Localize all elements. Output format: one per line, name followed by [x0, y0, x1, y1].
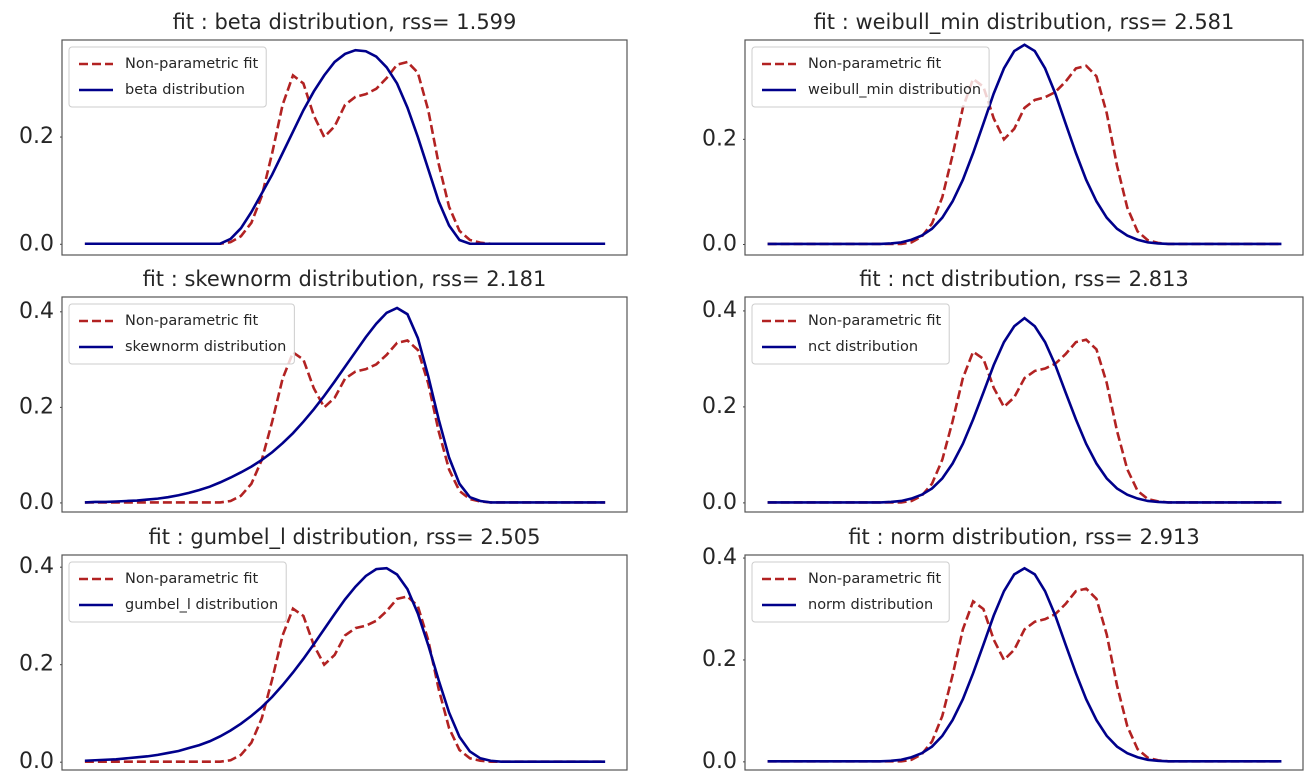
y-tick-label: 0.0 — [19, 749, 54, 774]
legend: Non-parametric fit skewnorm distribution — [68, 303, 295, 365]
series-line — [767, 316, 1282, 504]
legend-label: Non-parametric fit — [808, 571, 942, 587]
legend-label: weibull_min distribution — [808, 82, 981, 98]
legend-label: norm distribution — [808, 597, 933, 613]
axes-frame — [61, 296, 628, 513]
y-tick-label: 0.2 — [19, 652, 54, 677]
chart-title: fit : beta distribution, rss= 1.599 — [173, 10, 517, 34]
legend: Non-parametric fit weibull_min distributi… — [751, 46, 990, 108]
y-tick-label: 0.4 — [702, 545, 737, 570]
y-tick-label: 0.0 — [19, 231, 54, 256]
y-tick-label: 0.0 — [19, 490, 54, 515]
legend: Non-parametric fit gumbel_l distribution — [68, 561, 287, 623]
legend-label: skewnorm distribution — [125, 339, 286, 355]
legend-box — [751, 303, 950, 365]
legend-box — [68, 561, 287, 623]
legend: Non-parametric fit norm distribution — [751, 561, 950, 623]
y-tick-label: 0.4 — [702, 298, 737, 323]
legend-label: nct distribution — [808, 339, 918, 355]
legend-box — [68, 303, 295, 365]
chart-title: fit : nct distribution, rss= 2.813 — [859, 267, 1189, 291]
legend-box — [751, 46, 990, 108]
series-line — [84, 48, 606, 246]
legend-label: gumbel_l distribution — [125, 597, 278, 613]
y-tick-label: 0.2 — [702, 394, 737, 419]
legend-label: Non-parametric fit — [808, 313, 942, 329]
y-tick-label: 0.4 — [19, 299, 54, 324]
legend-box — [68, 46, 267, 108]
legend-label: Non-parametric fit — [125, 571, 259, 587]
y-tick-label: 0.0 — [702, 490, 737, 515]
y-tick-label: 0.0 — [702, 231, 737, 256]
legend-label: beta distribution — [125, 82, 245, 98]
y-tick-label: 0.2 — [19, 124, 54, 149]
axes-frame — [61, 39, 628, 256]
series-line — [84, 306, 606, 504]
y-tick-label: 0.4 — [19, 554, 54, 579]
legend-box — [751, 561, 950, 623]
chart-title: fit : skewnorm distribution, rss= 2.181 — [143, 267, 547, 291]
y-tick-label: 0.2 — [702, 126, 737, 151]
series-line — [84, 339, 606, 504]
series-line — [84, 566, 606, 764]
series-line — [767, 566, 1282, 763]
axes-frame — [744, 554, 1304, 771]
y-tick-label: 0.0 — [702, 749, 737, 774]
y-tick-label: 0.2 — [19, 394, 54, 419]
chart-title: fit : weibull_min distribution, rss= 2.5… — [814, 10, 1235, 35]
legend: Non-parametric fit nct distribution — [751, 303, 950, 365]
axes-frame — [744, 39, 1304, 256]
legend-label: Non-parametric fit — [125, 56, 259, 72]
y-tick-label: 0.2 — [702, 647, 737, 672]
axes-frame — [744, 296, 1304, 513]
legend-label: Non-parametric fit — [125, 313, 259, 329]
legend-label: Non-parametric fit — [808, 56, 942, 72]
axes-frame — [61, 554, 628, 771]
chart-title: fit : norm distribution, rss= 2.913 — [848, 525, 1199, 549]
series-line — [767, 43, 1282, 246]
chart-title: fit : gumbel_l distribution, rss= 2.505 — [148, 525, 540, 550]
legend: Non-parametric fit beta distribution — [68, 46, 267, 108]
